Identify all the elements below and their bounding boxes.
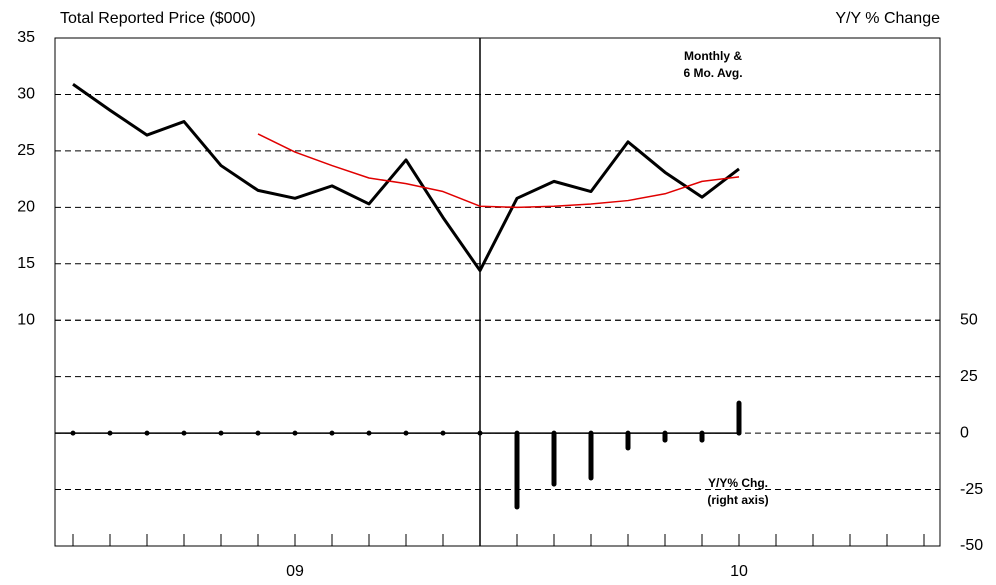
y-tick-label: 15	[17, 255, 35, 272]
y2-tick-label: -25	[960, 481, 983, 498]
bar	[292, 430, 298, 436]
bar	[366, 430, 372, 436]
annotation: (right axis)	[707, 493, 768, 507]
y2-tick-label: 0	[960, 424, 969, 441]
x-tick-label: 09	[286, 563, 304, 580]
y-tick-label: 20	[17, 199, 35, 216]
bar	[70, 430, 76, 436]
bar	[107, 430, 113, 436]
y-tick-label: 10	[17, 311, 35, 328]
bar	[477, 430, 483, 436]
y-tick-label: 30	[17, 86, 35, 103]
bar	[144, 430, 150, 436]
annotation: Monthly &	[684, 49, 742, 63]
bar	[440, 430, 446, 436]
y2-tick-label: -50	[960, 537, 983, 554]
annotation: 6 Mo. Avg.	[683, 66, 742, 80]
y2-tick-label: 25	[960, 368, 978, 385]
line-series	[257, 133, 740, 209]
x-tick-label: 10	[730, 563, 748, 580]
bar	[403, 430, 409, 436]
bar	[255, 430, 261, 436]
bar	[329, 430, 335, 436]
y2-axis-title: Y/Y % Change	[835, 10, 940, 27]
y-tick-label: 35	[17, 29, 35, 46]
y2-tick-label: 50	[960, 311, 978, 328]
bar	[181, 430, 187, 436]
bar	[218, 430, 224, 436]
y-tick-label: 25	[17, 142, 35, 159]
y-axis-title: Total Reported Price ($000)	[60, 10, 256, 27]
plot-frame	[54, 37, 941, 547]
annotation: Y/Y% Chg.	[708, 476, 768, 490]
line-series	[72, 83, 740, 273]
